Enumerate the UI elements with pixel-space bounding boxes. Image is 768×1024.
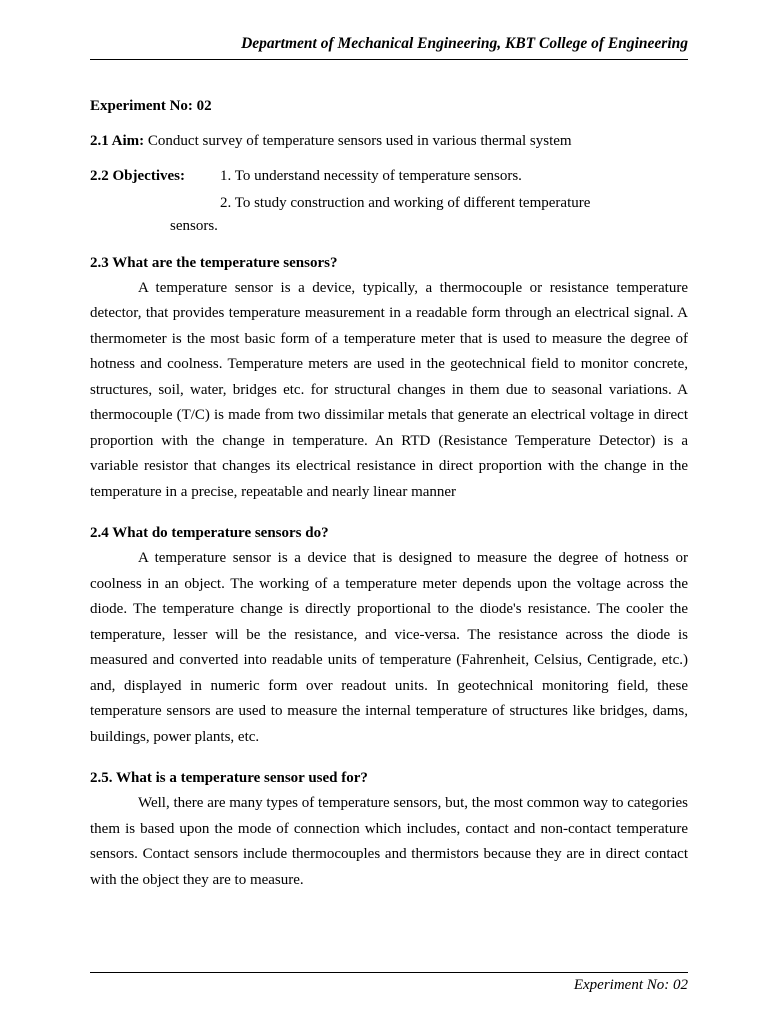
section-2-5-body: Well, there are many types of temperatur… — [90, 791, 688, 893]
section-2-4-body: A temperature sensor is a device that is… — [90, 546, 688, 750]
objective-item-2-trail: sensors. — [170, 218, 688, 235]
experiment-title: Experiment No: 02 — [90, 98, 688, 115]
section-2-5-title: 2.5. What is a temperature sensor used f… — [90, 770, 688, 787]
objective-item-2: 2. To study construction and working of … — [220, 191, 688, 216]
section-2-3-body: A temperature sensor is a device, typica… — [90, 276, 688, 506]
objectives-label: 2.2 Objectives: — [90, 168, 220, 185]
aim-text: Conduct survey of temperature sensors us… — [144, 133, 571, 149]
page-footer: Experiment No: 02 — [90, 972, 688, 994]
objective-item-1: 1. To understand necessity of temperatur… — [220, 168, 688, 185]
objectives-section: 2.2 Objectives: 1. To understand necessi… — [90, 168, 688, 235]
aim-label: 2.1 Aim: — [90, 133, 144, 149]
section-2-3-title: 2.3 What are the temperature sensors? — [90, 255, 688, 272]
section-2-4-title: 2.4 What do temperature sensors do? — [90, 525, 688, 542]
aim-section: 2.1 Aim: Conduct survey of temperature s… — [90, 133, 688, 150]
page-header: Department of Mechanical Engineering, KB… — [90, 35, 688, 60]
